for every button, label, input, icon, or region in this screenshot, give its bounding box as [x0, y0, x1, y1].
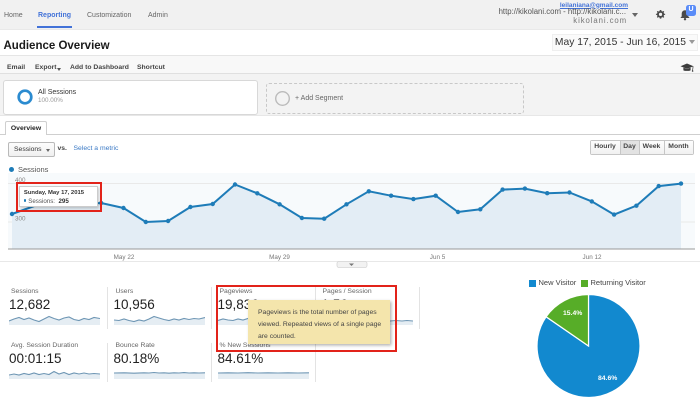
svg-text:15.4%: 15.4%	[563, 310, 582, 317]
svg-text:May 29: May 29	[269, 254, 290, 261]
svg-text:May 22: May 22	[114, 254, 135, 261]
svg-text:400: 400	[15, 177, 26, 184]
svg-text:Jun 5: Jun 5	[430, 254, 446, 261]
svg-text:Jun 12: Jun 12	[583, 254, 602, 261]
svg-text:300: 300	[15, 216, 26, 223]
svg-text:84.6%: 84.6%	[598, 375, 617, 382]
